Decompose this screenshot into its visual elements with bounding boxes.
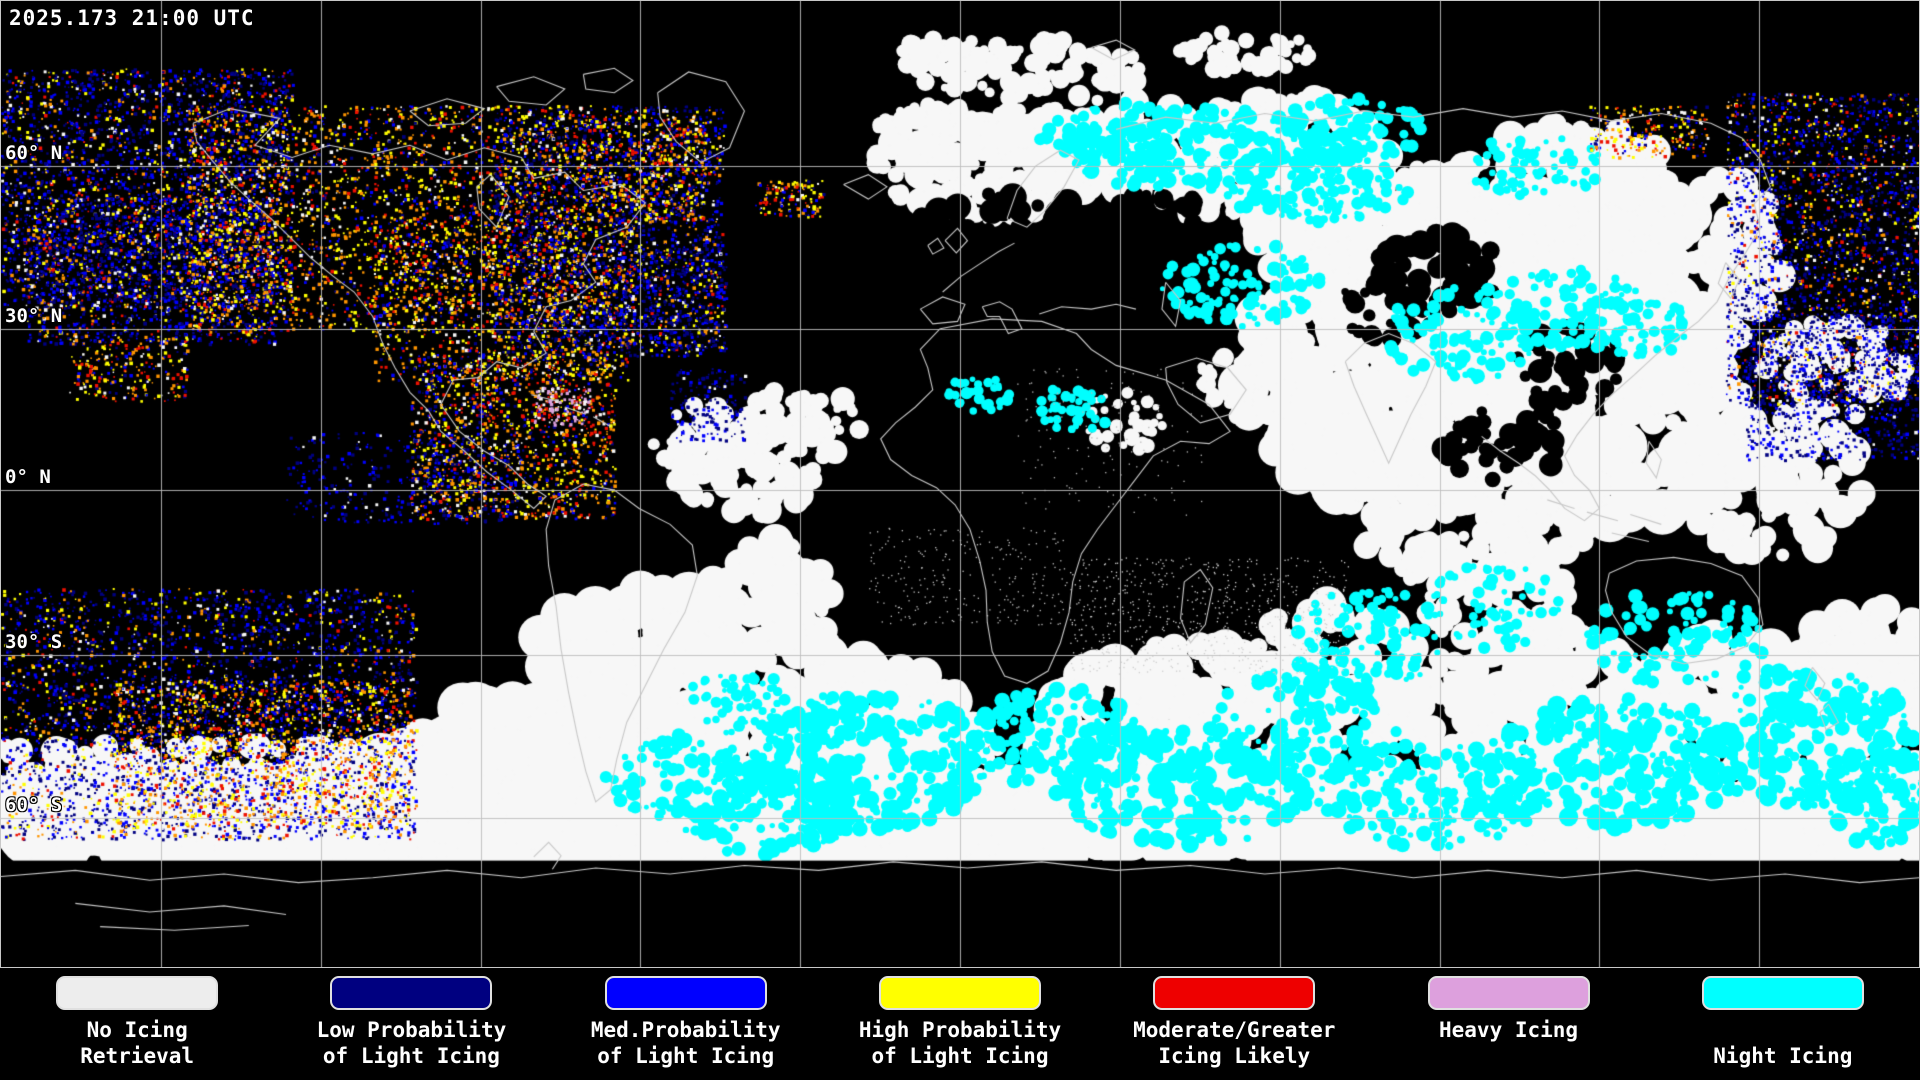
icing-map-canvas: [1, 1, 1919, 967]
legend-label-no-icing-retrieval-line2: Retrieval: [80, 1044, 195, 1068]
legend-item-heavy-icing: Heavy Icing: [1371, 976, 1645, 1069]
legend-label-med-probability-line2: of Light Icing: [597, 1044, 775, 1068]
legend-label-med-probability-line1: Med.Probability: [590, 1018, 781, 1042]
legend-label-low-probability-line2: of Light Icing: [322, 1044, 500, 1068]
legend-item-low-probability: Low Probability of Light Icing: [274, 976, 548, 1069]
legend-label-high-probability-line1: High Probability: [858, 1018, 1062, 1042]
legend-swatch-low-probability: [330, 976, 493, 1010]
legend-label-moderate-greater-line1: Moderate/Greater: [1133, 1018, 1336, 1042]
legend-label-heavy-icing-line1: Heavy Icing: [1439, 1018, 1579, 1042]
legend-item-med-probability: Med.Probability of Light Icing: [549, 976, 823, 1069]
latitude-label-60n: 60° N: [5, 142, 63, 165]
legend-swatch-moderate-greater: [1153, 976, 1316, 1010]
legend-swatch-night-icing: [1701, 976, 1864, 1010]
latitude-label-30s: 30° S: [5, 631, 63, 654]
timestamp-label: 2025.173 21:00 UTC: [9, 6, 255, 30]
latitude-label-30n: 30° N: [5, 304, 63, 327]
latitude-label-60s: 60° S: [5, 793, 63, 816]
legend-item-moderate-greater: Moderate/Greater Icing Likely: [1097, 976, 1371, 1069]
legend-swatch-high-probability: [878, 976, 1041, 1010]
world-icing-map: 2025.173 21:00 UTC 60° N 30° N 0° N 30° S 60…: [0, 0, 1920, 968]
legend-swatch-med-probability: [604, 976, 767, 1010]
legend: No Icing Retrieval Low Probability of Light…: [0, 968, 1920, 1080]
legend-item-no-icing-retrieval: No Icing Retrieval: [0, 976, 274, 1069]
legend-label-low-probability-line1: Low Probability: [316, 1018, 507, 1042]
legend-label-moderate-greater-line2: Icing Likely: [1158, 1044, 1311, 1068]
legend-swatch-heavy-icing: [1427, 976, 1590, 1010]
latitude-label-0n: 0° N: [5, 466, 51, 489]
legend-item-night-icing: Night Icing: [1646, 976, 1920, 1069]
legend-label-no-icing-retrieval-line1: No Icing: [86, 1018, 188, 1042]
legend-item-high-probability: High Probability of Light Icing: [823, 976, 1097, 1069]
legend-swatch-no-icing-retrieval: [56, 976, 219, 1010]
legend-label-night-icing-line2: Night Icing: [1713, 1044, 1853, 1068]
legend-label-high-probability-line2: of Light Icing: [871, 1044, 1049, 1068]
